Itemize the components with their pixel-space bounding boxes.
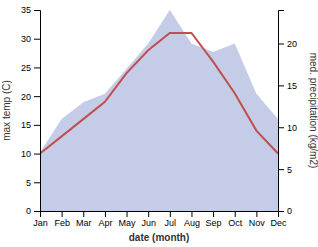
- marks: [40, 10, 278, 211]
- y2-axis-title: med. precipitation (kg/m2): [308, 53, 318, 169]
- x-axis: Jan Feb Mar Apr May Jun Jul Aug Sep Oct Nov Dec: [33, 211, 287, 228]
- y-axis-title: max temp (C): [1, 80, 12, 141]
- y-tick-label: 15: [21, 120, 31, 130]
- x-tick-mark: [83, 211, 84, 217]
- plot: JanFebMarAprMayJunJulAugSepOctNovDec0510…: [21, 5, 297, 228]
- x-tick: Jan: [33, 211, 48, 228]
- y-tick-mark: [34, 96, 40, 97]
- y-tick: 30: [21, 34, 40, 44]
- y2-tick-label: 0: [287, 206, 292, 216]
- y-axis-line: [34, 11, 41, 212]
- x-tick: Jun: [141, 211, 156, 228]
- x-tick-label: Mar: [76, 218, 92, 228]
- x-tick-mark: [191, 211, 192, 217]
- x-tick-mark: [256, 211, 257, 217]
- x-tick-label: Jan: [33, 218, 48, 228]
- x-tick: Oct: [228, 211, 243, 228]
- y-tick: 10: [21, 149, 40, 159]
- x-tick: Sep: [206, 211, 222, 228]
- x-tick-mark: [235, 211, 236, 217]
- y-tick-mark: [34, 67, 40, 68]
- y-tick-label: 35: [21, 5, 31, 15]
- x-tick-mark: [62, 211, 63, 217]
- y-tick-mark: [34, 10, 40, 11]
- chart: JanFebMarAprMayJunJulAugSepOctNovDec0510…: [0, 0, 318, 247]
- y2-axis: 0 5 10 15 20: [278, 11, 297, 217]
- x-tick-mark: [127, 211, 128, 217]
- y2-tick: 5: [278, 165, 292, 175]
- y-tick-label: 5: [26, 178, 31, 188]
- x-tick-label: Apr: [98, 218, 112, 228]
- y2-tick-mark: [278, 44, 284, 45]
- y-tick: 35: [21, 5, 40, 15]
- y-tick: 15: [21, 120, 40, 130]
- y2-tick-label: 15: [287, 81, 297, 91]
- x-tick: Aug: [184, 211, 200, 228]
- x-tick-label: Jun: [141, 218, 156, 228]
- x-tick-label: Oct: [228, 218, 243, 228]
- x-tick-label: Nov: [249, 218, 266, 228]
- x-tick: May: [119, 211, 137, 228]
- x-tick-label: Feb: [54, 218, 70, 228]
- x-tick-mark: [213, 211, 214, 217]
- x-tick-label: Sep: [206, 218, 222, 228]
- y-tick-mark: [34, 125, 40, 126]
- y2-tick-label: 5: [287, 165, 292, 175]
- y2-tick: 20: [278, 39, 297, 49]
- y2-tick: 0: [278, 206, 292, 216]
- y2-tick-mark: [278, 127, 284, 128]
- y2-tick-mark: [278, 211, 284, 212]
- x-tick-label: May: [119, 218, 137, 228]
- y-tick: 0: [26, 206, 40, 216]
- x-tick-mark: [105, 211, 106, 217]
- y-tick-mark: [34, 39, 40, 40]
- y-axis: 0 5 10 15 20 25 30 35: [21, 5, 41, 216]
- x-tick: Dec: [270, 211, 287, 228]
- y-tick-label: 20: [21, 92, 31, 102]
- y2-tick-mark: [278, 85, 284, 86]
- line: [40, 33, 278, 154]
- x-tick: Jul: [165, 211, 177, 228]
- x-tick-mark: [148, 211, 149, 217]
- x-tick: Feb: [54, 211, 70, 228]
- y-tick-label: 10: [21, 149, 31, 159]
- y2-tick-label: 10: [287, 123, 297, 133]
- y2-tick: 15: [278, 81, 297, 91]
- x-tick: Apr: [98, 211, 112, 228]
- x-tick: Mar: [76, 211, 92, 228]
- y-tick-label: 25: [21, 63, 31, 73]
- x-tick-label: Jul: [165, 218, 177, 228]
- y-tick: 25: [21, 63, 40, 73]
- x-tick-label: Dec: [270, 218, 287, 228]
- x-tick: Nov: [249, 211, 266, 228]
- y2-tick-label: 20: [287, 39, 297, 49]
- y-tick-mark: [34, 211, 40, 212]
- x-axis-title: date (month): [129, 232, 190, 243]
- y-tick: 20: [21, 92, 40, 102]
- y2-tick: 10: [278, 123, 297, 133]
- x-axis-line: [41, 212, 279, 218]
- x-tick-label: Aug: [184, 218, 200, 228]
- y-tick-mark: [34, 154, 40, 155]
- y-tick-label: 30: [21, 34, 31, 44]
- y-tick: 5: [26, 178, 40, 188]
- y2-axis-line: [279, 11, 285, 212]
- area: [40, 10, 278, 211]
- y-tick-label: 0: [26, 206, 31, 216]
- x-tick-mark: [170, 211, 171, 217]
- y-tick-mark: [34, 182, 40, 183]
- y2-tick-mark: [278, 169, 284, 170]
